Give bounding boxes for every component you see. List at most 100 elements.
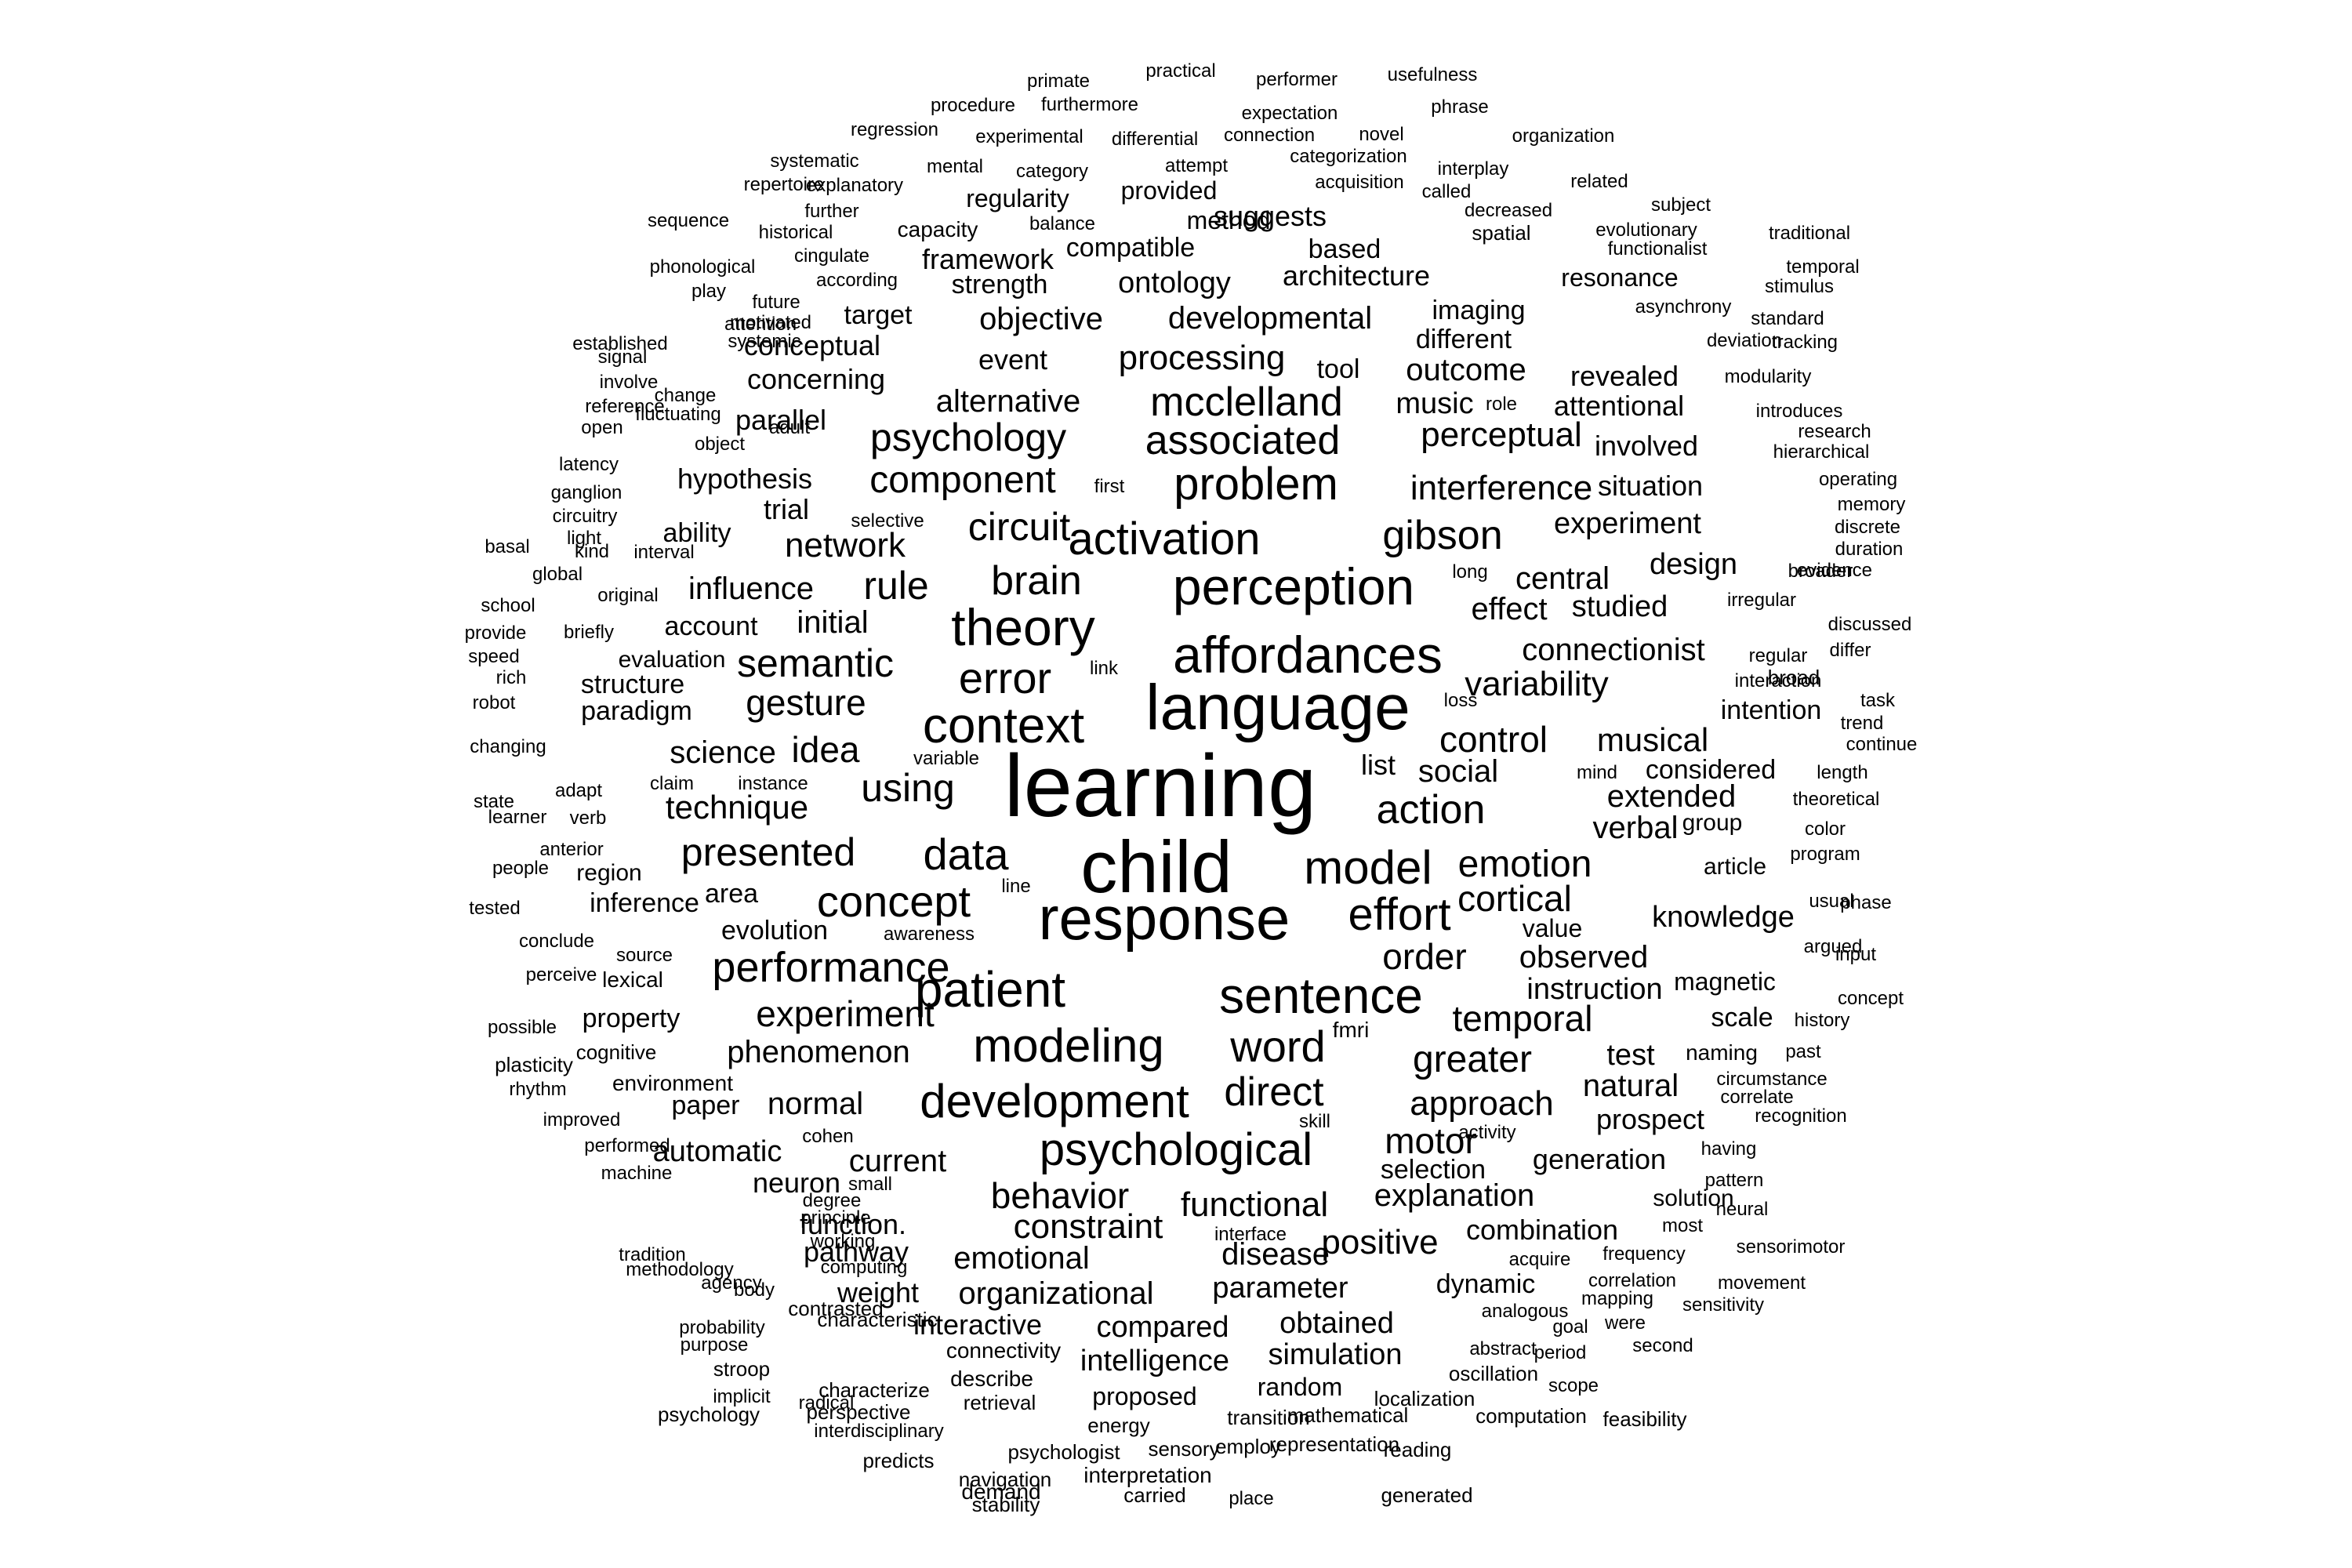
cloud-word: imaging (1432, 296, 1526, 325)
cloud-word: temporal (1452, 998, 1593, 1039)
cloud-word: mind (1576, 762, 1618, 783)
cloud-word: parameter (1212, 1272, 1348, 1305)
cloud-word: interference (1410, 469, 1593, 507)
cloud-word: loss (1443, 690, 1478, 711)
cloud-word: change (654, 385, 717, 406)
cloud-word: abstract (1469, 1338, 1537, 1359)
cloud-word: word (1230, 1022, 1326, 1071)
cloud-word: standard (1751, 308, 1824, 329)
cloud-word: value (1522, 914, 1583, 942)
cloud-word: deviation (1706, 330, 1783, 351)
cloud-word: circuit (967, 505, 1071, 549)
cloud-word: kind (574, 541, 610, 562)
cloud-word: phase (1840, 892, 1892, 913)
cloud-word: capacity (897, 217, 978, 241)
cloud-word: article (1703, 854, 1767, 880)
cloud-word: property (582, 1004, 681, 1033)
cloud-word: selection (1380, 1155, 1486, 1185)
cloud-word: idea (791, 729, 860, 770)
cloud-word: rule (863, 564, 929, 608)
cloud-word: architecture (1282, 260, 1431, 292)
cloud-word: performance (712, 944, 950, 991)
cloud-word: robot (472, 692, 516, 713)
cloud-word: contrasted (788, 1297, 884, 1320)
cloud-word: cohen (802, 1126, 854, 1147)
cloud-word: line (1001, 876, 1031, 897)
cloud-word: agency (701, 1272, 762, 1294)
cloud-word: evidence (1796, 560, 1873, 581)
cloud-word: phrase (1431, 96, 1489, 118)
cloud-word: improved (543, 1109, 621, 1131)
cloud-word: target (844, 300, 913, 330)
cloud-word: stability (971, 1493, 1040, 1516)
cloud-word: circumstance (1716, 1069, 1828, 1090)
cloud-word: furthermore (1040, 94, 1139, 115)
cloud-word: correlation (1588, 1270, 1677, 1291)
cloud-word: selective (851, 510, 924, 532)
cloud-word: constraint (1013, 1207, 1163, 1246)
cloud-word: body (733, 1279, 775, 1301)
cloud-word: provide (464, 622, 527, 644)
cloud-word: psychological (1039, 1124, 1313, 1175)
cloud-word: procedure (930, 95, 1016, 116)
cloud-word: awareness (883, 924, 975, 945)
cloud-word: temporal (1786, 256, 1860, 278)
cloud-word: social (1417, 754, 1499, 789)
cloud-word: ganglion (550, 482, 622, 503)
cloud-word: modularity (1724, 366, 1812, 387)
cloud-word: processing (1118, 339, 1286, 377)
cloud-word: ontology (1118, 267, 1231, 299)
cloud-word: introduces (1755, 401, 1843, 422)
cloud-word: open (581, 417, 623, 438)
cloud-word: tool (1316, 354, 1360, 384)
cloud-word: based (1308, 234, 1381, 264)
cloud-word: novel (1359, 124, 1404, 145)
cloud-word: model (1304, 841, 1432, 894)
cloud-word: emotion (1457, 844, 1592, 885)
cloud-word: ability (662, 518, 731, 548)
cloud-word: method (1186, 206, 1271, 234)
cloud-word: current (848, 1144, 947, 1178)
cloud-word: adapt (554, 780, 603, 801)
cloud-word: rich (495, 667, 527, 688)
cloud-word: historical (758, 222, 833, 243)
cloud-word: asynchrony (1635, 296, 1732, 318)
cloud-word: computing (820, 1257, 908, 1278)
cloud-word: signal (597, 347, 648, 368)
cloud-word: concerning (746, 363, 886, 395)
cloud-word: sequence (647, 210, 730, 231)
cloud-word: interdisciplinary (814, 1421, 944, 1442)
cloud-word: regularity (966, 184, 1069, 212)
cloud-word: object (694, 434, 746, 455)
cloud-word: cingulate (793, 245, 870, 267)
cloud-word: perspective (806, 1400, 911, 1424)
cloud-word: strength (951, 270, 1048, 299)
cloud-word: traditional (1768, 223, 1851, 244)
cloud-word: were (1604, 1312, 1646, 1334)
cloud-word: light (566, 528, 602, 549)
cloud-word: neural (1715, 1199, 1769, 1220)
cloud-word: region (576, 860, 642, 886)
cloud-word: recognition (1755, 1105, 1847, 1127)
cloud-word: gibson (1382, 513, 1503, 558)
cloud-word: explanatory (805, 175, 904, 196)
cloud-word: motor (1385, 1120, 1477, 1161)
cloud-word: psychology (657, 1403, 760, 1426)
cloud-word: motivated (729, 312, 812, 333)
cloud-word: objective (979, 302, 1103, 336)
cloud-word: category (1015, 161, 1089, 182)
cloud-word: attention (724, 314, 797, 335)
cloud-word: acquisition (1315, 172, 1404, 193)
cloud-word: carried (1123, 1483, 1186, 1507)
cloud-word: random (1257, 1373, 1343, 1401)
cloud-word: musical (1596, 721, 1709, 758)
cloud-word: fluctuating (635, 404, 721, 425)
cloud-word: experiment (756, 993, 935, 1034)
cloud-word: original (597, 585, 659, 606)
cloud-word: explanation (1374, 1178, 1535, 1213)
cloud-word: tracking (1771, 332, 1838, 353)
cloud-word: repertoire (743, 174, 825, 195)
cloud-word: associated (1145, 418, 1341, 463)
cloud-word: according (815, 270, 898, 291)
cloud-word: discrete (1834, 517, 1901, 538)
